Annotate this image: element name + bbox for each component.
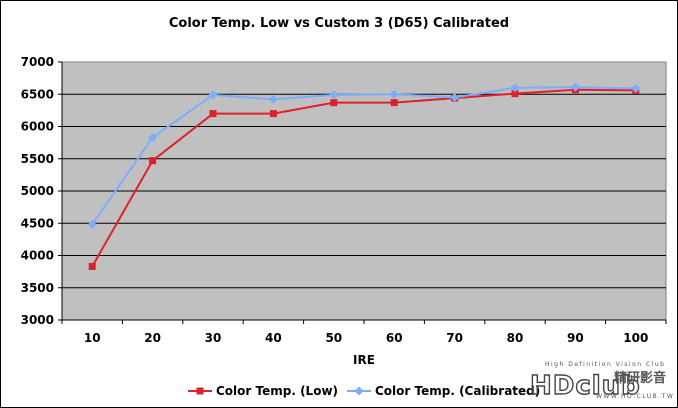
data-point — [631, 83, 641, 93]
legend-label: Color Temp. (Calibrated) — [375, 384, 540, 398]
watermark-logo-text: HDclub — [530, 371, 641, 401]
data-point — [570, 82, 580, 92]
x-tick-label: 10 — [84, 331, 101, 345]
x-axis: 10 20 30 40 50 60 70 80 90 100 — [61, 319, 667, 345]
data-point — [268, 94, 278, 104]
legend: Color Temp. (Low) Color Temp. (Calibrated… — [188, 384, 540, 398]
series-line — [91, 86, 636, 226]
data-point — [209, 110, 217, 118]
legend-item: Color Temp. (Low) — [188, 384, 338, 398]
data-point — [88, 262, 96, 270]
legend-label: Color Temp. (Low) — [216, 384, 338, 398]
y-tick-label: 6000 — [21, 120, 54, 134]
legend-swatch-marker — [196, 387, 204, 395]
data-point — [450, 92, 460, 102]
y-tick-label: 5500 — [21, 152, 54, 166]
x-tick-label: 90 — [567, 331, 584, 345]
series-layer — [87, 82, 641, 270]
data-point — [510, 83, 520, 93]
y-tick-label: 3500 — [21, 281, 54, 295]
watermark-logo: High Definition Vision Club HDclub 精研影音 … — [529, 361, 674, 402]
series-2 — [87, 82, 641, 230]
chart-title: Color Temp. Low vs Custom 3 (D65) Calibr… — [169, 16, 509, 31]
y-tick-label: 6500 — [21, 87, 54, 101]
x-tick-label: 100 — [623, 331, 648, 345]
x-tick-label: 70 — [446, 331, 463, 345]
data-point — [329, 90, 339, 100]
data-point — [149, 157, 157, 165]
data-point — [511, 90, 519, 98]
data-point — [330, 99, 338, 107]
series-line — [91, 88, 636, 267]
x-tick-label: 20 — [144, 331, 161, 345]
x-tick-label: 50 — [325, 331, 342, 345]
x-tick-label: 60 — [386, 331, 403, 345]
data-point — [269, 110, 277, 118]
y-tick-label: 7000 — [21, 55, 54, 69]
gridlines — [62, 93, 666, 289]
data-point — [208, 90, 218, 100]
x-tick-label: 80 — [507, 331, 524, 345]
data-point — [390, 99, 398, 107]
x-axis-label: IRE — [353, 353, 375, 367]
legend-item: Color Temp. (Calibrated) — [347, 384, 540, 398]
data-point — [148, 132, 158, 142]
y-tick-label: 4500 — [21, 216, 54, 230]
y-tick-label: 4000 — [21, 249, 54, 263]
watermark-tagline: High Definition Vision Club — [545, 361, 665, 368]
legend-swatch-marker — [354, 386, 364, 396]
y-tick-label: 5000 — [21, 184, 54, 198]
data-point — [389, 89, 399, 99]
y-axis: 3000 3500 4000 4500 5000 5500 6000 6500 7000 — [21, 55, 63, 327]
data-point — [87, 220, 97, 230]
watermark-url: WWW.HD.CLUB.TW — [596, 393, 674, 400]
x-tick-label: 40 — [265, 331, 282, 345]
watermark-cjk-text: 精研影音 — [614, 370, 666, 386]
x-tick-label: 30 — [205, 331, 222, 345]
y-tick-label: 3000 — [21, 313, 54, 327]
